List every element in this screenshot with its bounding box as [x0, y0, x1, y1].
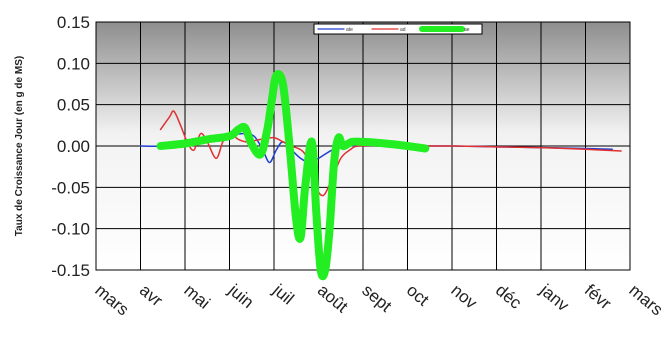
series-layer — [139, 70, 622, 281]
x-tick-label: juin — [224, 280, 257, 312]
legend: ate ad ae — [313, 23, 483, 35]
x-tick-labels: mars avr mai juin juil août sept oct nov déc janv f… — [91, 280, 662, 319]
y-tick-label: -0.15 — [51, 261, 90, 280]
x-tick-label: déc — [492, 281, 526, 313]
y-tick-label: 0.10 — [57, 54, 90, 73]
x-tick-label: juil — [269, 280, 298, 309]
legend-label: ate — [346, 27, 353, 33]
y-tick-label: -0.10 — [51, 220, 90, 239]
x-tick-label: mars — [91, 281, 132, 320]
x-tick-label: avr — [136, 281, 167, 311]
x-tick-label: sept — [358, 281, 395, 316]
y-tick-label: -0.05 — [51, 178, 90, 197]
series-line-ae — [156, 70, 430, 281]
x-tick-label: août — [314, 281, 352, 317]
x-tick-label: mai — [180, 281, 213, 313]
y-tick-label: 0.15 — [57, 13, 90, 32]
x-tick-label: nov — [447, 281, 481, 313]
legend-label: ae — [464, 27, 470, 33]
plot-border — [95, 21, 631, 271]
grid-layer — [95, 21, 631, 271]
legend-label: ad — [400, 27, 406, 33]
x-tick-label: mars — [625, 281, 662, 320]
y-tick-label: 0.05 — [57, 96, 90, 115]
y-tick-label: 0.00 — [57, 137, 90, 156]
x-tick-label: oct — [403, 281, 433, 310]
x-tick-label: févr — [581, 281, 615, 314]
y-tick-labels: -0.15 -0.10 -0.05 0.00 0.05 0.10 0.15 — [51, 13, 90, 280]
x-tick-label: janv — [536, 280, 573, 316]
y-axis-label: Taux de Croissance Jour (en g de MS) — [14, 56, 25, 236]
